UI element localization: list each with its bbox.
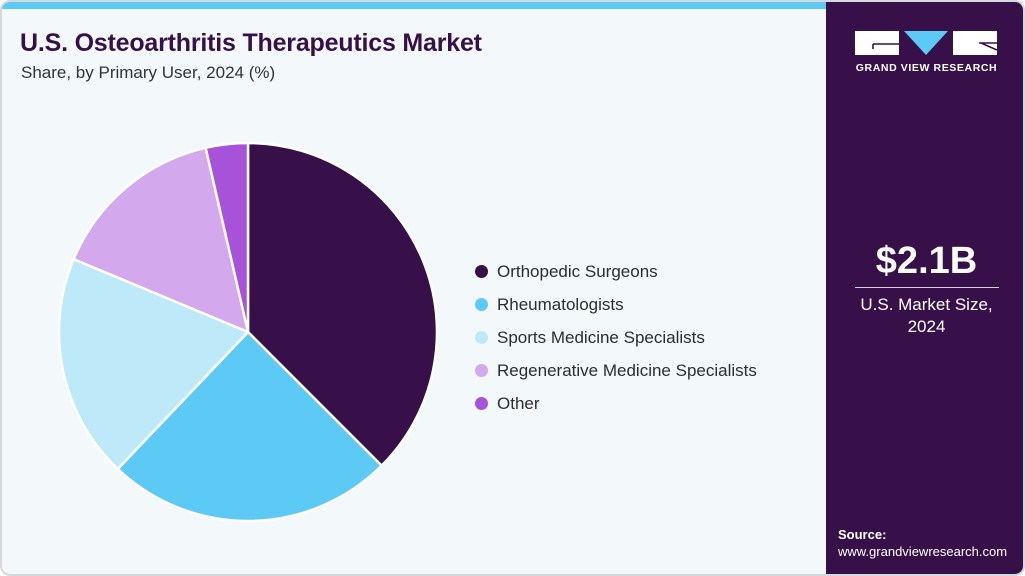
legend-label: Rheumatologists — [497, 294, 624, 314]
pie-slice-regenerative-medicine-specialists[interactable] — [72, 146, 250, 334]
pie-slice-orthopedic-surgeons[interactable] — [246, 141, 439, 467]
legend-item-rheumatologists[interactable]: Rheumatologists — [475, 288, 757, 321]
pie-svg — [57, 141, 439, 523]
pie-slice-rheumatologists[interactable] — [116, 330, 383, 523]
pie-slice-sports-medicine-specialists[interactable] — [57, 257, 250, 471]
chart-subtitle: Share, by Primary User, 2024 (%) — [21, 63, 276, 82]
side-panel: GRAND VIEW RESEARCH $2.1B U.S. Market Si… — [826, 2, 1023, 574]
accent-bar — [2, 2, 826, 9]
grand-view-research-logo-icon — [855, 31, 997, 55]
legend-item-sports-medicine-specialists[interactable]: Sports Medicine Specialists — [475, 321, 757, 354]
legend-label: Regenerative Medicine Specialists — [497, 360, 757, 380]
legend-label: Sports Medicine Specialists — [497, 327, 705, 347]
source-link[interactable]: www.grandviewresearch.com — [838, 544, 1008, 559]
legend-label: Orthopedic Surgeons — [497, 261, 658, 281]
legend-dot-icon — [475, 298, 488, 311]
source-label: Source: — [838, 527, 887, 542]
legend-dot-icon — [475, 331, 488, 344]
chart-title: U.S. Osteoarthritis Therapeutics Market — [20, 29, 482, 57]
market-size-value: $2.1B — [875, 240, 978, 282]
legend-item-orthopedic-surgeons[interactable]: Orthopedic Surgeons — [475, 255, 757, 288]
market-size-label-line1: U.S. Market Size, — [860, 295, 993, 314]
divider — [855, 287, 999, 288]
pie-chart — [54, 138, 444, 528]
legend-dot-icon — [475, 364, 488, 377]
legend-dot-icon — [475, 397, 488, 410]
market-size-label-line2: 2024 — [907, 317, 946, 336]
pie-slice-other[interactable] — [204, 141, 250, 334]
legend-dot-icon — [475, 265, 488, 278]
chart-legend: Orthopedic Surgeons Rheumatologists Spor… — [475, 255, 757, 420]
brand-name: GRAND VIEW RESEARCH — [855, 62, 998, 74]
market-size-label: U.S. Market Size, 2024 — [826, 294, 1023, 338]
legend-item-regenerative-medicine-specialists[interactable]: Regenerative Medicine Specialists — [475, 354, 757, 387]
legend-label: Other — [497, 393, 540, 413]
legend-item-other[interactable]: Other — [475, 387, 757, 420]
